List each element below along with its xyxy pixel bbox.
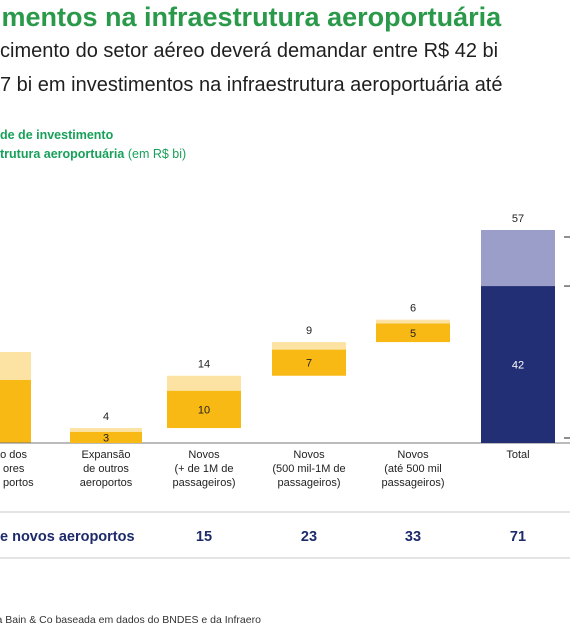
bar-extra-segment: [167, 375, 241, 391]
category-label: Total: [506, 449, 529, 461]
chart-label-line-2: trutura aeroportuária (em R$ bi): [0, 147, 186, 161]
segment-value-label: 5: [410, 328, 416, 340]
category-label-line: (500 mil-1M de: [272, 463, 345, 475]
category-label-line: Novos: [188, 449, 220, 461]
total-bar-min: [481, 286, 555, 443]
row-value: 71: [510, 529, 526, 545]
total-value-label: 9: [306, 325, 312, 337]
total-value-label: 14: [198, 359, 210, 371]
row-value: 23: [301, 529, 317, 545]
total-bar-extra: [481, 229, 555, 287]
category-label-line: passageiros): [278, 477, 341, 489]
bar-extra-segment: [272, 342, 346, 350]
category-label-line: passageiros): [173, 477, 236, 489]
waterfall-chart: 3 4 10 14 7 9 5 6 42 57 ão dos ores portos Expansão de…: [0, 213, 570, 559]
source-note: tiva Bain & Co baseada em dados do BNDES…: [0, 614, 261, 626]
subtitle-line-1: cimento do setor aéreo deverá demandar e…: [0, 40, 499, 62]
segment-value-label: 3: [103, 432, 109, 444]
bar-min-segment: [70, 431, 142, 443]
category-label-line: Total: [506, 449, 529, 461]
bar-min-segment: [272, 349, 346, 376]
row-value: 15: [196, 529, 212, 545]
category-label-line: Novos: [293, 449, 325, 461]
category-label-line: Novos: [397, 449, 429, 461]
bar-extra-cropped: [0, 352, 31, 380]
row-value: 33: [405, 529, 421, 545]
page-title: imentos na infraestrutura aeroportuária: [0, 2, 502, 32]
category-label-line: ão dos: [0, 449, 28, 461]
chart-label-line-1: de de investimento: [0, 128, 114, 142]
bar-min-segment: [167, 390, 241, 429]
category-label: Novos (+ de 1M de passageiros): [173, 449, 236, 489]
category-label: Novos (500 mil-1M de passageiros): [272, 449, 345, 489]
category-label: Expansão de outros aeroportos: [80, 449, 133, 489]
category-label-line: (até 500 mil: [384, 463, 441, 475]
total-value-label: 57: [512, 213, 524, 225]
category-label-line: aeroportos: [80, 477, 133, 489]
segment-value-label: 10: [198, 404, 210, 416]
category-label: Novos (até 500 mil passageiros): [382, 449, 445, 489]
category-label-line: ores: [3, 463, 25, 475]
category-label-line: passageiros): [382, 477, 445, 489]
category-label-line: portos: [3, 477, 34, 489]
chart-label-line-2-bold: trutura aeroportuária: [0, 147, 125, 161]
row-label: e novos aeroportos: [0, 529, 135, 545]
segment-value-label: 7: [306, 358, 312, 370]
subtitle-line-2: 7 bi em investimentos na infraestrutura …: [0, 74, 503, 96]
bar-extra-segment: [70, 428, 142, 432]
category-label: ão dos ores portos: [0, 449, 34, 489]
bar-min-segment: [376, 323, 450, 343]
bar-extra-segment: [376, 319, 450, 324]
category-label-line: Expansão: [82, 449, 131, 461]
category-label-line: de outros: [83, 463, 129, 475]
chart-label-unit: (em R$ bi): [127, 147, 187, 161]
total-value-label: 4: [103, 411, 109, 423]
total-value-label: 6: [410, 303, 416, 315]
category-label-line: (+ de 1M de: [174, 463, 233, 475]
bar-min-cropped: [0, 380, 31, 443]
total-segment-label: 42: [512, 360, 524, 372]
